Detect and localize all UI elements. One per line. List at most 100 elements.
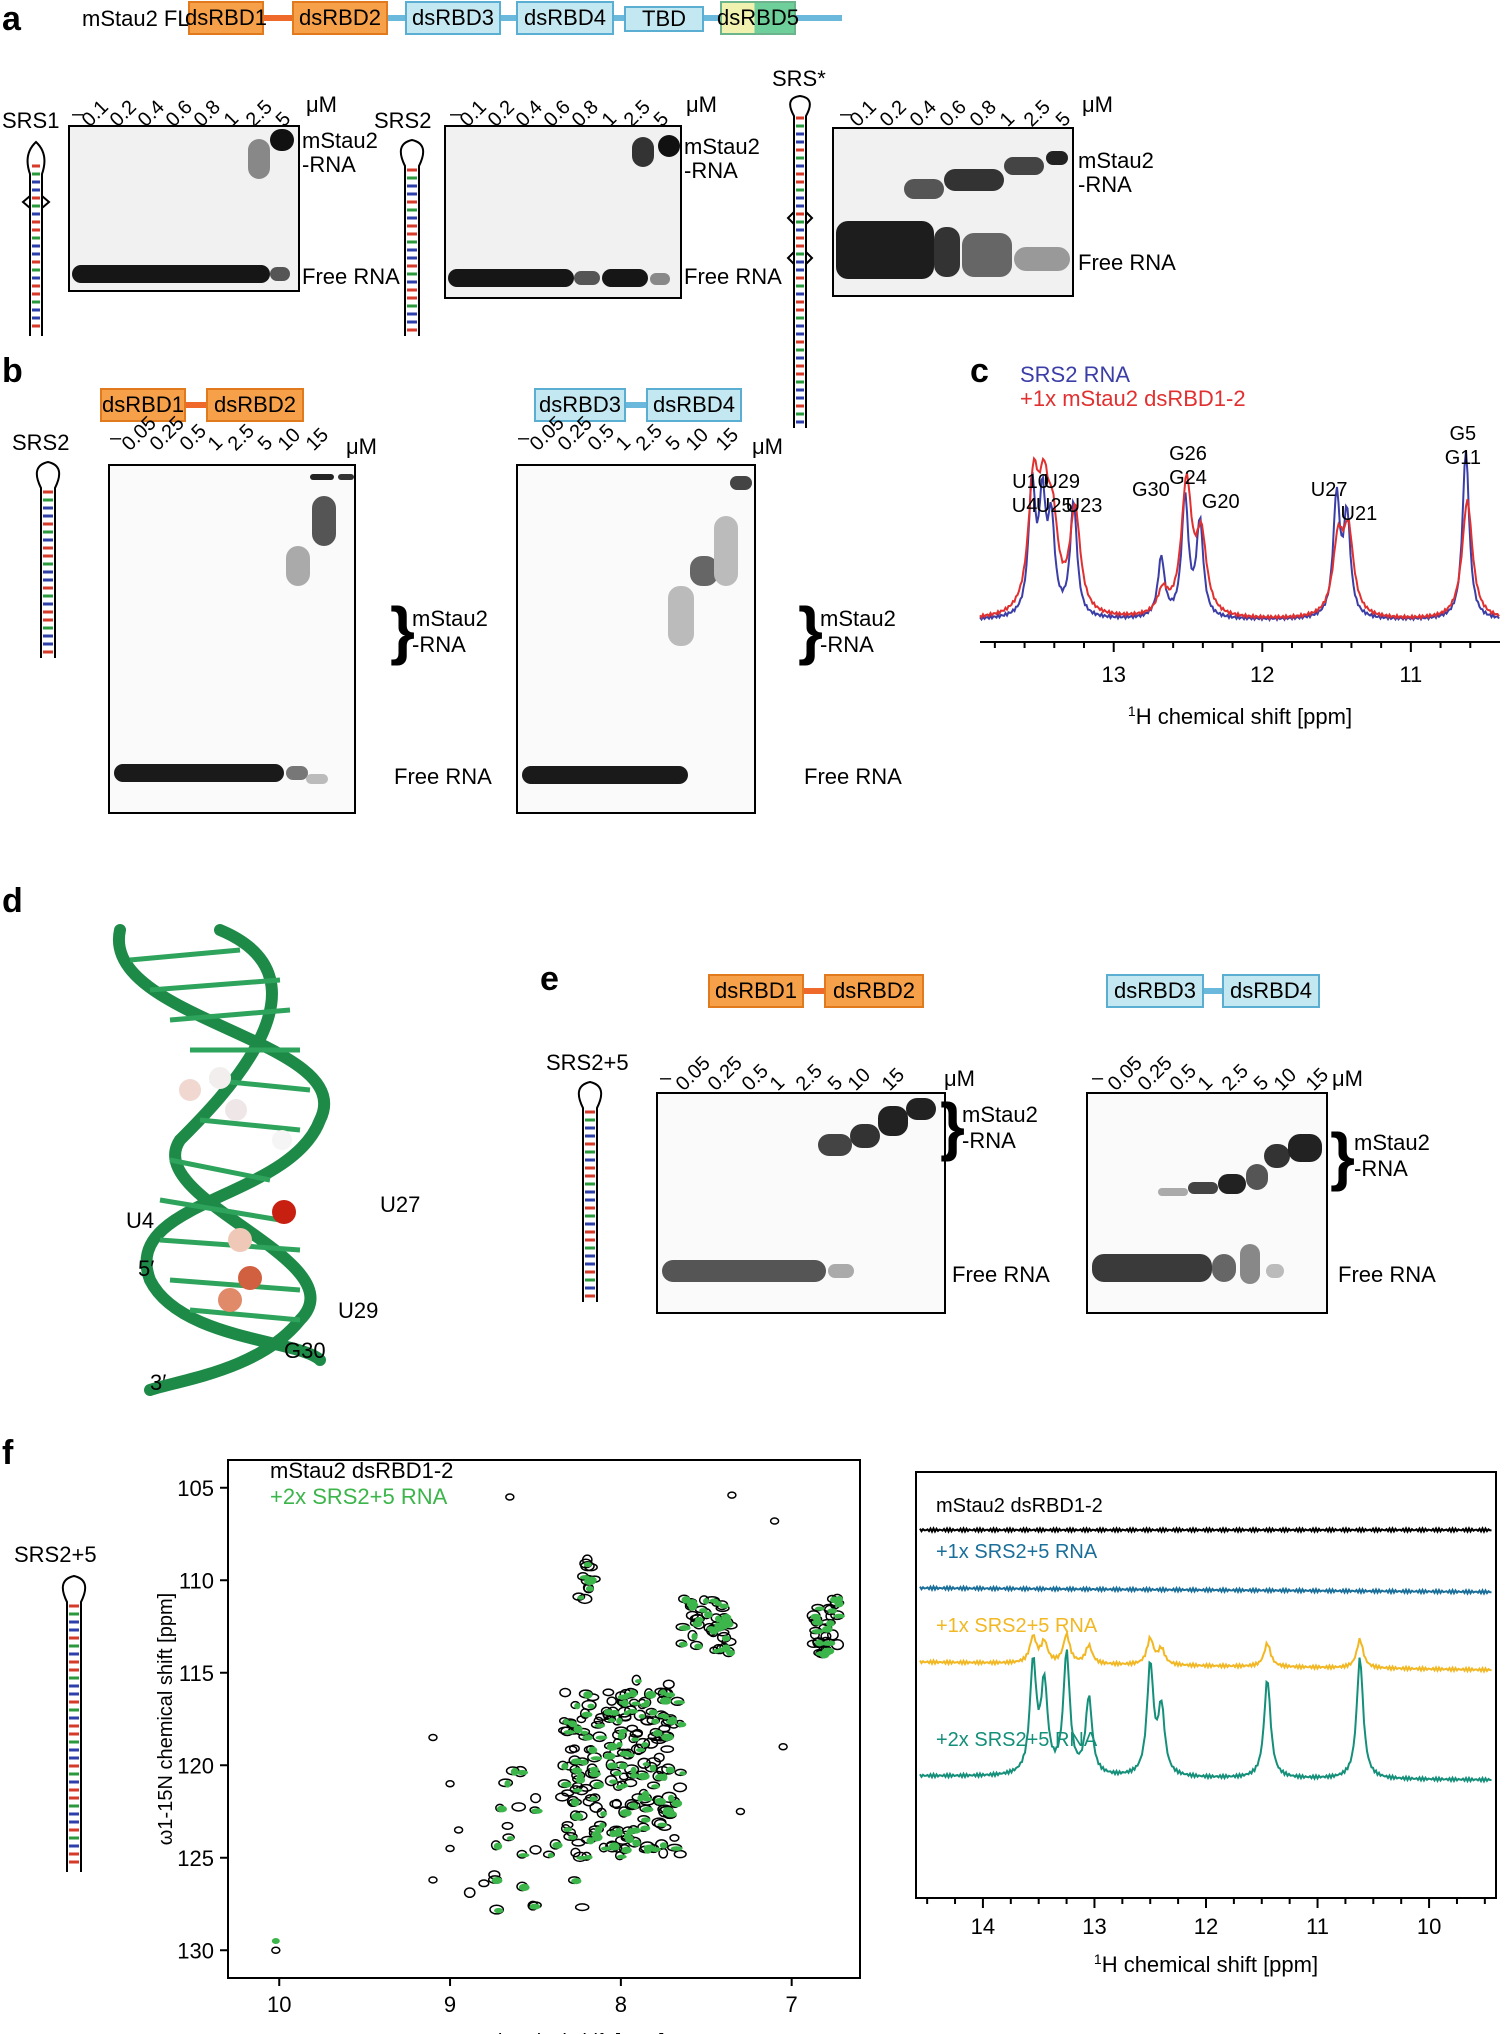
rna-label-b: SRS2 bbox=[12, 430, 70, 455]
rna-label-srs-star: SRS* bbox=[772, 66, 826, 91]
b-domain-dsrbd3: dsRBD3 bbox=[534, 388, 626, 422]
peak-U10: U10 bbox=[1012, 471, 1049, 493]
conc-row-e2: – 0.05 0.25 0.5 1 2.5 5 10 15 bbox=[1092, 1052, 1334, 1096]
rna-label-e: SRS2+5 bbox=[546, 1050, 629, 1075]
hsqc-xtick-10: 10 bbox=[267, 1992, 291, 2017]
spectrum-srs2-dsrbd12 bbox=[979, 456, 1500, 621]
stack-xtick-11: 11 bbox=[1306, 1914, 1329, 1939]
stack-spectrum-0 bbox=[919, 1526, 1492, 1534]
hsqc-xtick-9: 9 bbox=[444, 1992, 456, 2017]
stack-label-0: mStau2 dsRBD1-2 bbox=[936, 1495, 1103, 1517]
hsqc-ytick-115: 115 bbox=[179, 1661, 214, 1686]
gel-a3 bbox=[832, 127, 1074, 297]
stack-spectrum-1 bbox=[919, 1584, 1492, 1596]
b-domain-dsrbd4: dsRBD4 bbox=[646, 388, 742, 422]
hsqc-xtick-8: 8 bbox=[615, 1992, 627, 2017]
stack-label-2: +1x SRS2+5 RNA bbox=[936, 1615, 1098, 1637]
hsqc-ylabel: ω1-15N chemical shift [ppm] bbox=[155, 1593, 177, 1845]
legend-srs2-rna: SRS2 RNA bbox=[1020, 362, 1131, 387]
hairpin-srs25-e bbox=[577, 1080, 603, 1302]
hsqc-xtick-7: 7 bbox=[786, 1992, 798, 2017]
peak-G26: G26 bbox=[1169, 443, 1207, 465]
nmr-imino-spectrum: 13 12 11 1H chemical shift [ppm] U10U29U4U25… bbox=[979, 423, 1500, 729]
stack-spectrum-2 bbox=[919, 1629, 1492, 1674]
hsqc-ytick-105: 105 bbox=[177, 1476, 214, 1501]
peak-U21: U21 bbox=[1341, 503, 1378, 525]
peak-U23: U23 bbox=[1066, 495, 1103, 517]
hsqc-xlabel: ω2-1H chemical shift [ppm] bbox=[423, 2031, 664, 2034]
conc-row-a3: – 0.1 0.2 0.4 0.6 0.8 1 2.5 5 bbox=[840, 96, 1076, 132]
hsqc-frame bbox=[227, 1459, 861, 1979]
label-u4: U4 bbox=[126, 1208, 155, 1233]
c-xlabel: 1H chemical shift [ppm] bbox=[1128, 703, 1352, 729]
hairpin-srs1 bbox=[21, 140, 51, 336]
gel-e1 bbox=[656, 1092, 946, 1314]
gel-a2 bbox=[444, 125, 682, 299]
conc-row-e1: – 0.05 0.25 0.5 1 2.5 5 10 15 bbox=[660, 1052, 910, 1096]
gel-e2 bbox=[1086, 1092, 1328, 1314]
peak-U29: U29 bbox=[1043, 471, 1080, 493]
rna-label-srs1: SRS1 bbox=[2, 108, 60, 133]
stack-xlabel: 1H chemical shift [ppm] bbox=[1094, 1951, 1318, 1977]
stack-xtick-12: 12 bbox=[1194, 1914, 1218, 1939]
domain-dsrbd2: dsRBD2 bbox=[292, 1, 388, 35]
label-g30: G30 bbox=[284, 1338, 326, 1363]
label-3prime: 3′ bbox=[150, 1370, 167, 1395]
c-tick-13: 13 bbox=[1101, 662, 1125, 687]
imino-spectra-stack: 14 13 12 11 10 1H chemical shift [ppm] mStau2 … bbox=[915, 1471, 1497, 1977]
rna-label-f: SRS2+5 bbox=[14, 1542, 97, 1567]
domain-tbd: TBD bbox=[624, 6, 704, 32]
hsqc-spectrum: 105 110 115 120 125 130 10 9 8 7 ω1-15N chemical s… bbox=[155, 1459, 861, 2034]
conc-row-b1: – 0.05 0.25 0.5 1 2.5 5 10 15 bbox=[110, 412, 334, 456]
gel-a1 bbox=[68, 125, 300, 292]
peak-G20: G20 bbox=[1202, 491, 1240, 513]
panel-label-f: f bbox=[2, 1434, 14, 1472]
hsqc-ytick-120: 120 bbox=[177, 1753, 214, 1778]
conc-row-a1: – 0.1 0.2 0.4 0.6 0.8 1 2.5 5 bbox=[72, 96, 296, 132]
panel-label-d: d bbox=[2, 882, 23, 920]
peak-U25: U25 bbox=[1036, 495, 1073, 517]
hairpin-srs2-b bbox=[35, 460, 61, 658]
label-u27: U27 bbox=[380, 1192, 421, 1217]
hsqc-legend-green: +2x SRS2+5 RNA bbox=[270, 1484, 448, 1509]
conc-row-b2: – 0.05 0.25 0.5 1 2.5 5 10 15 bbox=[518, 412, 744, 456]
panel-label-a: a bbox=[2, 0, 21, 38]
peak-U4: U4 bbox=[1012, 495, 1038, 517]
peak-G24: G24 bbox=[1169, 467, 1207, 489]
free-label-a1: Free RNA bbox=[302, 264, 400, 289]
hairpin-srs2 bbox=[399, 138, 425, 336]
hairpin-srs-star bbox=[786, 94, 814, 428]
hsqc-ytick-110: 110 bbox=[179, 1568, 214, 1593]
domain-dsrbd5: dsRBD5 bbox=[717, 1, 799, 35]
rna-3d-structure bbox=[112, 924, 330, 1396]
b-domain-dsrbd2: dsRBD2 bbox=[206, 388, 304, 422]
stack-xtick-13: 13 bbox=[1082, 1914, 1106, 1939]
domain-dsrbd4: dsRBD4 bbox=[516, 1, 614, 35]
panel-label-b: b bbox=[2, 352, 23, 390]
panel-label-e: e bbox=[540, 960, 559, 998]
e-domain-dsrbd1: dsRBD1 bbox=[708, 974, 804, 1008]
construct-label: mStau2 FL bbox=[82, 6, 190, 31]
label-5prime: 5′ bbox=[138, 1256, 155, 1281]
c-tick-11: 11 bbox=[1399, 662, 1422, 687]
stack-label-1: +1x SRS2+5 RNA bbox=[936, 1541, 1098, 1563]
peak-U27: U27 bbox=[1311, 479, 1348, 501]
stack-spectrum-3 bbox=[919, 1649, 1492, 1784]
rna-label-srs2: SRS2 bbox=[374, 108, 432, 133]
stack-frame bbox=[915, 1471, 1497, 1899]
peak-G30: G30 bbox=[1132, 479, 1170, 501]
hsqc-ytick-125: 125 bbox=[177, 1846, 214, 1871]
b-domain-dsrbd1: dsRBD1 bbox=[100, 388, 186, 422]
hsqc-ytick-130: 130 bbox=[177, 1938, 214, 1963]
hsqc-peaks-green bbox=[271, 1561, 845, 1944]
e-domain-dsrbd3: dsRBD3 bbox=[1106, 974, 1204, 1008]
c-tick-12: 12 bbox=[1250, 662, 1274, 687]
legend-plus-dsrbd12: +1x mStau2 dsRBD1-2 bbox=[1020, 386, 1246, 411]
hsqc-legend-black: mStau2 dsRBD1-2 bbox=[270, 1458, 454, 1483]
domain-dsrbd3: dsRBD3 bbox=[405, 1, 501, 35]
stack-xtick-10: 10 bbox=[1417, 1914, 1441, 1939]
stack-xtick-14: 14 bbox=[971, 1914, 995, 1939]
e-domain-dsrbd4: dsRBD4 bbox=[1222, 974, 1320, 1008]
unit-a1: μM bbox=[306, 92, 338, 117]
domain-dsrbd1: dsRBD1 bbox=[185, 1, 267, 35]
